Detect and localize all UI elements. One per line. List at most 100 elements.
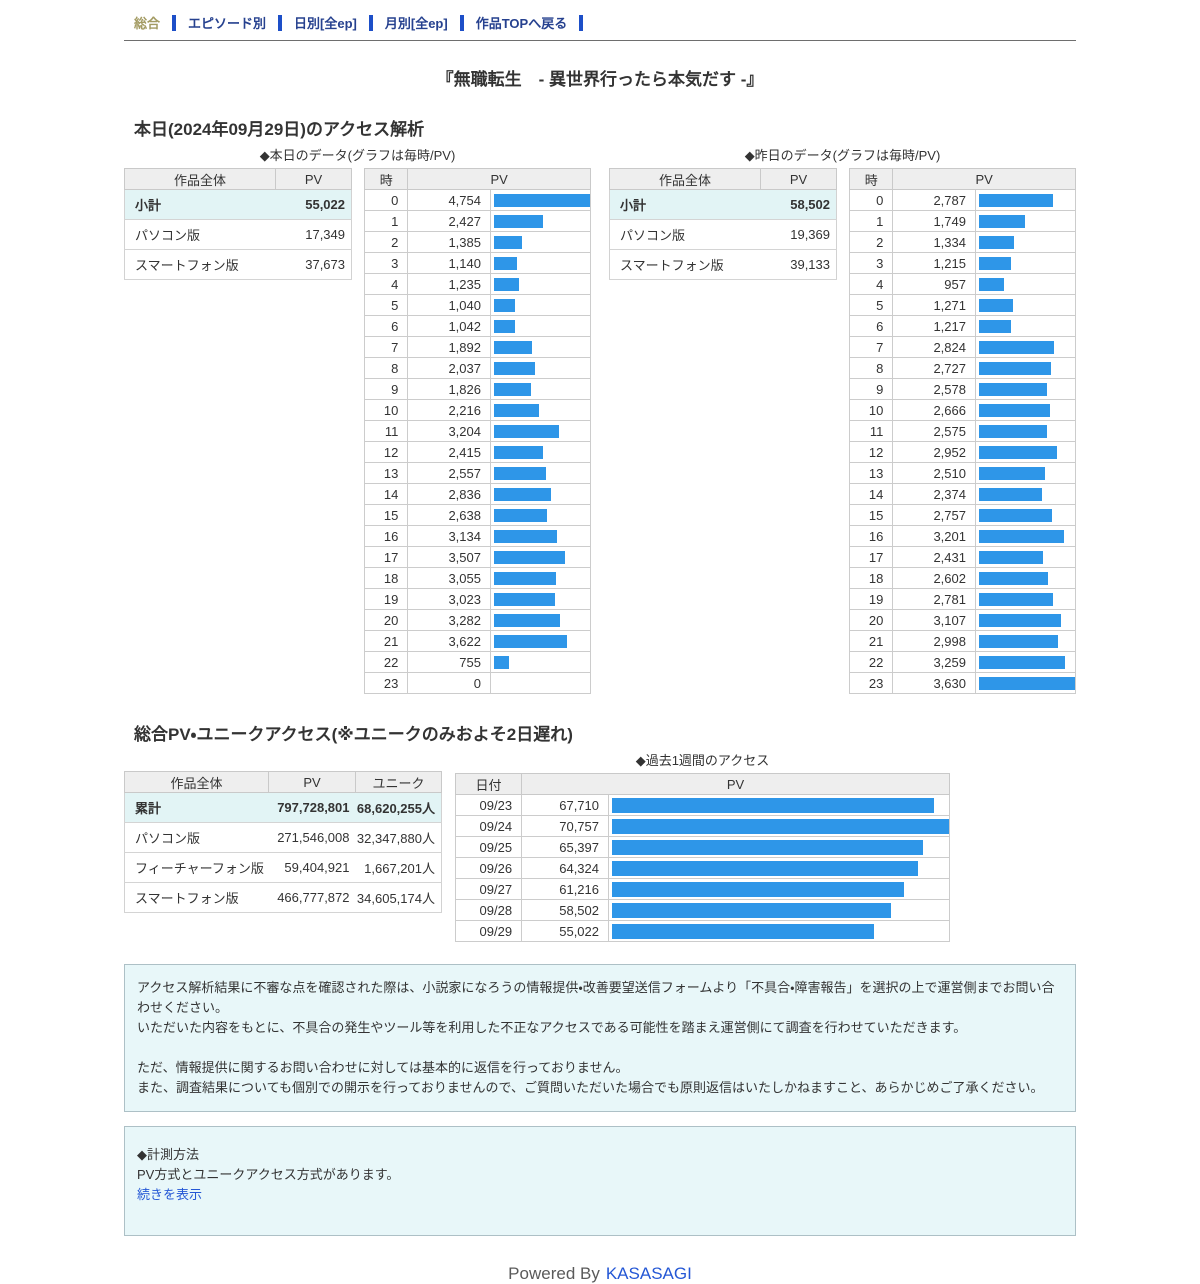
column-header: 時 xyxy=(363,168,409,190)
summary-row: パソコン版 17,349 xyxy=(124,219,352,250)
pv-bar xyxy=(979,613,1061,627)
hour-row: 22 755 xyxy=(363,651,591,673)
notice-line: アクセス解析結果に不審な点を確認された際は、小説家になろうの情報提供・改善要望送… xyxy=(137,980,1055,1015)
row-label-cell: 23 xyxy=(848,672,894,694)
pv-bar-cell xyxy=(975,651,1076,673)
pv-bar xyxy=(494,655,509,669)
pv-bar xyxy=(979,256,1011,270)
pv-bar xyxy=(612,818,949,834)
row-label-cell: 8 xyxy=(363,357,409,379)
pv-bar xyxy=(494,193,590,207)
pv-bar-cell xyxy=(975,294,1076,316)
pv-bar xyxy=(979,676,1075,690)
yesterday-hourly-table: 時 PV 0 2,787 1 1,749 2 1,334 3 1,215 4 957 5 1,271 6 1,… xyxy=(848,168,1076,694)
row-label-cell: 6 xyxy=(848,315,894,337)
hour-row: 12 2,415 xyxy=(363,441,591,463)
value-cell: 1,667,201人 xyxy=(355,852,442,883)
pv-bar xyxy=(494,634,567,648)
row-label-cell: 0 xyxy=(363,189,409,211)
row-label-cell: 10 xyxy=(848,399,894,421)
pv-bar-cell xyxy=(490,231,591,253)
summary-row: スマートフォン版 39,133 xyxy=(609,249,837,280)
notice-spacer xyxy=(137,1038,1063,1058)
summary-row: 小計 55,022 xyxy=(124,189,352,220)
hour-row: 16 3,201 xyxy=(848,525,1076,547)
today-yesterday-row: ◆本日のデータ(グラフは毎時/PV) 作品全体 PV 小計 55,022 パソコン版 17… xyxy=(124,145,1076,694)
row-label-cell: 7 xyxy=(848,336,894,358)
pv-bar-cell xyxy=(608,794,950,816)
nav-item-daily[interactable]: 日別[全ep] xyxy=(294,16,357,31)
pv-bar xyxy=(612,902,891,918)
hour-row: 15 2,638 xyxy=(363,504,591,526)
pv-bar-cell xyxy=(608,920,950,942)
pv-bar xyxy=(979,592,1053,606)
column-header: ユニーク xyxy=(355,771,442,793)
hour-row: 8 2,727 xyxy=(848,357,1076,379)
pv-value-cell: 1,040 xyxy=(407,294,491,316)
value-cell: 34,605,174人 xyxy=(355,882,442,913)
pv-bar xyxy=(979,550,1043,564)
hour-row: 17 2,431 xyxy=(848,546,1076,568)
nav-item-monthly[interactable]: 月別[全ep] xyxy=(384,16,448,31)
pv-value-cell: 2,557 xyxy=(407,462,491,484)
hour-row: 7 2,824 xyxy=(848,336,1076,358)
row-label-cell: 19 xyxy=(363,588,409,610)
value-cell: 39,133 xyxy=(760,249,837,280)
pv-value-cell: 3,622 xyxy=(407,630,491,652)
nav-item-episode[interactable]: エピソード別 xyxy=(188,16,267,31)
pv-bar xyxy=(494,529,557,543)
show-more-link[interactable]: 続きを表示 xyxy=(137,1187,203,1202)
notice-box: アクセス解析結果に不審な点を確認された際は、小説家になろうの情報提供・改善要望送… xyxy=(124,964,1076,1112)
hour-row: 6 1,217 xyxy=(848,315,1076,337)
row-label-cell: パソコン版 xyxy=(124,219,276,250)
row-label-cell: 3 xyxy=(848,252,894,274)
pv-bar-cell xyxy=(490,462,591,484)
summary-row: 累計 797,728,801 68,620,255人 xyxy=(124,792,442,823)
pv-bar xyxy=(979,235,1014,249)
pv-value-cell: 3,507 xyxy=(407,546,491,568)
hour-row: 11 2,575 xyxy=(848,420,1076,442)
hour-row: 22 3,259 xyxy=(848,651,1076,673)
pv-bar xyxy=(494,508,547,522)
pv-value-cell: 2,824 xyxy=(892,336,976,358)
row-label-cell: 09/25 xyxy=(454,836,523,858)
kasasagi-link[interactable]: KASASAGI xyxy=(605,1264,692,1283)
pv-value-cell: 3,204 xyxy=(407,420,491,442)
pv-bar-cell xyxy=(608,899,950,921)
column-header: PV xyxy=(407,168,591,190)
pv-value-cell: 1,235 xyxy=(407,273,491,295)
pv-bar-cell xyxy=(975,672,1076,694)
pv-bar-cell xyxy=(608,815,950,837)
weekly-row: 09/27 61,216 xyxy=(454,878,950,900)
pv-bar xyxy=(494,466,546,480)
pv-value-cell: 1,334 xyxy=(892,231,976,253)
hour-row: 18 3,055 xyxy=(363,567,591,589)
pv-value-cell: 0 xyxy=(407,672,491,694)
hour-row: 8 2,037 xyxy=(363,357,591,379)
pv-bar xyxy=(979,424,1047,438)
row-label-cell: 12 xyxy=(363,441,409,463)
pv-bar-cell xyxy=(490,399,591,421)
pv-bar xyxy=(494,340,532,354)
nav-item-back-to-top[interactable]: 作品TOPへ戻る xyxy=(475,16,568,31)
pv-value-cell: 2,952 xyxy=(892,441,976,463)
hour-row: 23 3,630 xyxy=(848,672,1076,694)
pv-bar-cell xyxy=(975,399,1076,421)
hour-row: 15 2,757 xyxy=(848,504,1076,526)
pv-bar-cell xyxy=(490,189,591,211)
pv-bar-cell xyxy=(490,609,591,631)
pv-bar-cell xyxy=(490,588,591,610)
header-row: 時 PV xyxy=(848,168,1076,190)
pv-bar-cell xyxy=(975,231,1076,253)
pv-value-cell: 1,217 xyxy=(892,315,976,337)
hour-row: 14 2,374 xyxy=(848,483,1076,505)
pv-bar-cell xyxy=(975,441,1076,463)
pv-bar-cell xyxy=(975,630,1076,652)
row-label-cell: 16 xyxy=(363,525,409,547)
yesterday-summary-table: 作品全体 PV 小計 58,502 パソコン版 19,369 スマートフォン版 39,133 xyxy=(609,168,837,280)
pv-value-cell: 2,510 xyxy=(892,462,976,484)
row-label-cell: 21 xyxy=(848,630,894,652)
hour-row: 3 1,140 xyxy=(363,252,591,274)
column-header: 時 xyxy=(848,168,894,190)
column-header: PV xyxy=(275,168,352,190)
